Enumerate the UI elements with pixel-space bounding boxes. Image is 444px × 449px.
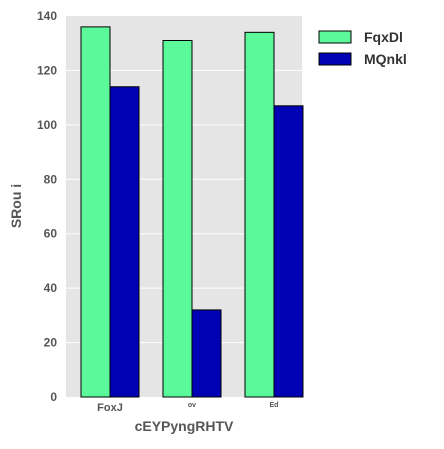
legend-swatch bbox=[318, 30, 352, 44]
bar-MQnkl-ov bbox=[191, 309, 222, 398]
bars bbox=[80, 26, 304, 398]
bar-FqxDl-Ed bbox=[244, 31, 275, 398]
y-tick-label: 0 bbox=[50, 390, 57, 404]
y-tick-label: 60 bbox=[44, 227, 58, 241]
y-tick-label: 40 bbox=[44, 281, 58, 295]
x-axis-ticks: FoxJ ov Ed bbox=[97, 402, 278, 414]
bar-MQnkl-Ed bbox=[273, 105, 304, 398]
bar-MQnkl-FoxJ bbox=[109, 86, 140, 398]
y-tick-label: 20 bbox=[44, 336, 58, 350]
y-tick-label: 140 bbox=[37, 9, 57, 23]
x-tick-label: Ed bbox=[270, 402, 279, 409]
y-axis-ticks: 0 20 40 60 80 100 120 140 bbox=[37, 9, 57, 404]
y-axis-label: SRou i bbox=[8, 184, 24, 228]
legend-label: FqxDl bbox=[364, 29, 403, 45]
y-tick-label: 100 bbox=[37, 118, 57, 132]
legend-label: MQnkl bbox=[364, 51, 407, 67]
legend-swatch bbox=[318, 52, 352, 66]
y-tick-label: 80 bbox=[44, 172, 58, 186]
y-tick-label: 120 bbox=[37, 63, 57, 77]
x-tick-label: FoxJ bbox=[97, 402, 123, 414]
x-tick-label: ov bbox=[188, 402, 196, 409]
x-axis-label: cEYPyngRHTV bbox=[135, 418, 234, 434]
bar-FqxDl-FoxJ bbox=[80, 26, 111, 398]
bar-FqxDl-ov bbox=[162, 39, 193, 398]
legend: FqxDl MQnkl bbox=[318, 29, 407, 67]
